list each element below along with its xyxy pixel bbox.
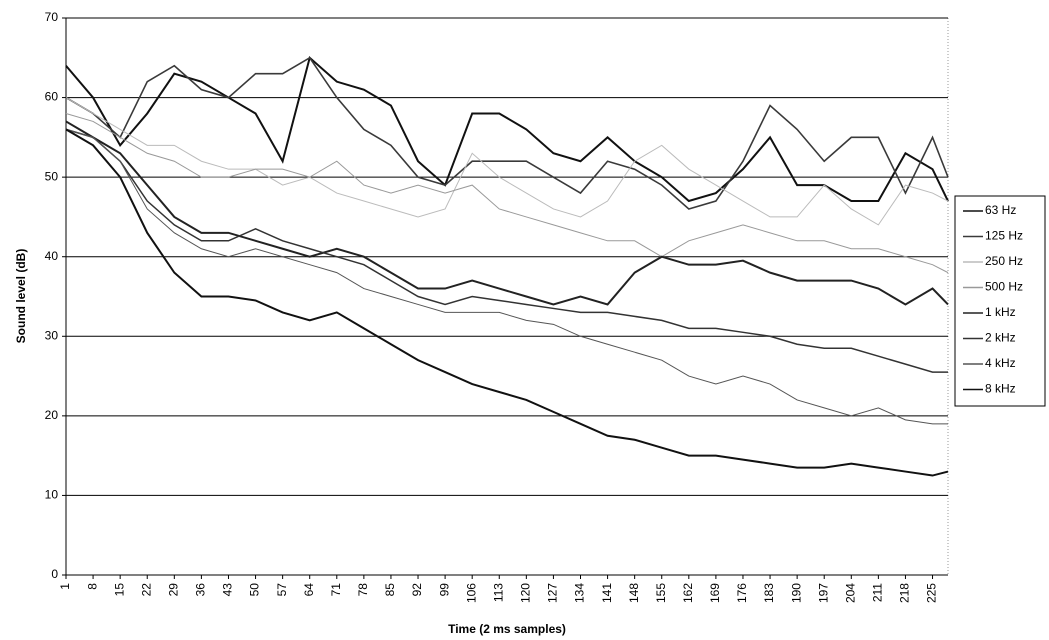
- x-tick-label: 127: [546, 583, 560, 603]
- x-tick-label: 218: [898, 583, 912, 603]
- x-tick-label: 162: [681, 583, 695, 603]
- series-line: [65, 120, 949, 306]
- x-tick-label: 176: [735, 583, 749, 603]
- x-tick-label: 225: [925, 583, 939, 603]
- x-tick-label: 113: [491, 583, 505, 602]
- legend-label: 4 kHz: [985, 356, 1016, 370]
- x-tick-label: 64: [302, 583, 316, 597]
- x-tick-label: 134: [573, 583, 587, 603]
- series-line: [65, 97, 949, 226]
- series-line: [65, 128, 948, 373]
- series-line: [65, 55, 949, 203]
- x-tick-label: 85: [383, 583, 397, 597]
- x-tick-label: 183: [762, 583, 776, 603]
- x-tick-label: 50: [248, 583, 262, 597]
- legend-box: [954, 195, 1046, 407]
- x-axis-label: Time (2 ms samples): [448, 622, 566, 636]
- x-tick-label: 120: [519, 583, 533, 603]
- x-tick-label: 148: [627, 583, 641, 603]
- x-tick-label: 22: [139, 583, 153, 597]
- series-line: [65, 113, 949, 274]
- y-tick-label: 0: [51, 567, 58, 581]
- x-tick-label: 190: [789, 583, 803, 603]
- x-tick-label: 99: [437, 583, 451, 597]
- y-tick-label: 70: [45, 10, 59, 24]
- x-tick-label: 78: [356, 583, 370, 597]
- x-tick-label: 211: [871, 583, 885, 602]
- x-tick-label: 71: [329, 583, 343, 597]
- legend-label: 125 Hz: [985, 229, 1023, 243]
- y-tick-label: 20: [45, 408, 59, 422]
- y-axis-label: Sound level (dB): [14, 249, 28, 344]
- y-tick-label: 60: [45, 90, 59, 104]
- x-tick-label: 197: [816, 583, 830, 603]
- x-tick-label: 155: [654, 583, 668, 603]
- x-tick-label: 57: [275, 583, 289, 597]
- x-tick-label: 1: [58, 583, 72, 590]
- x-tick-label: 15: [112, 583, 126, 597]
- x-tick-label: 29: [166, 583, 180, 597]
- x-tick-label: 43: [221, 583, 235, 597]
- legend-label: 63 Hz: [985, 203, 1016, 217]
- x-tick-label: 204: [843, 583, 857, 603]
- x-tick-label: 92: [410, 583, 424, 597]
- x-tick-label: 8: [85, 583, 99, 590]
- x-tick-label: 169: [708, 583, 722, 603]
- x-tick-label: 141: [600, 583, 614, 603]
- series-line: [65, 56, 949, 210]
- x-tick-label: 36: [194, 583, 208, 597]
- y-tick-label: 50: [45, 169, 59, 183]
- legend-label: 2 kHz: [985, 331, 1016, 345]
- legend-label: 1 kHz: [985, 305, 1016, 319]
- series-line: [65, 128, 948, 425]
- y-tick-label: 10: [45, 488, 59, 502]
- y-tick-label: 40: [45, 249, 59, 263]
- y-tick-label: 30: [45, 328, 59, 342]
- legend-label: 250 Hz: [985, 254, 1023, 268]
- legend-label: 500 Hz: [985, 280, 1023, 294]
- legend-label: 8 kHz: [985, 382, 1016, 396]
- x-tick-label: 106: [464, 583, 478, 603]
- series-line: [65, 128, 949, 477]
